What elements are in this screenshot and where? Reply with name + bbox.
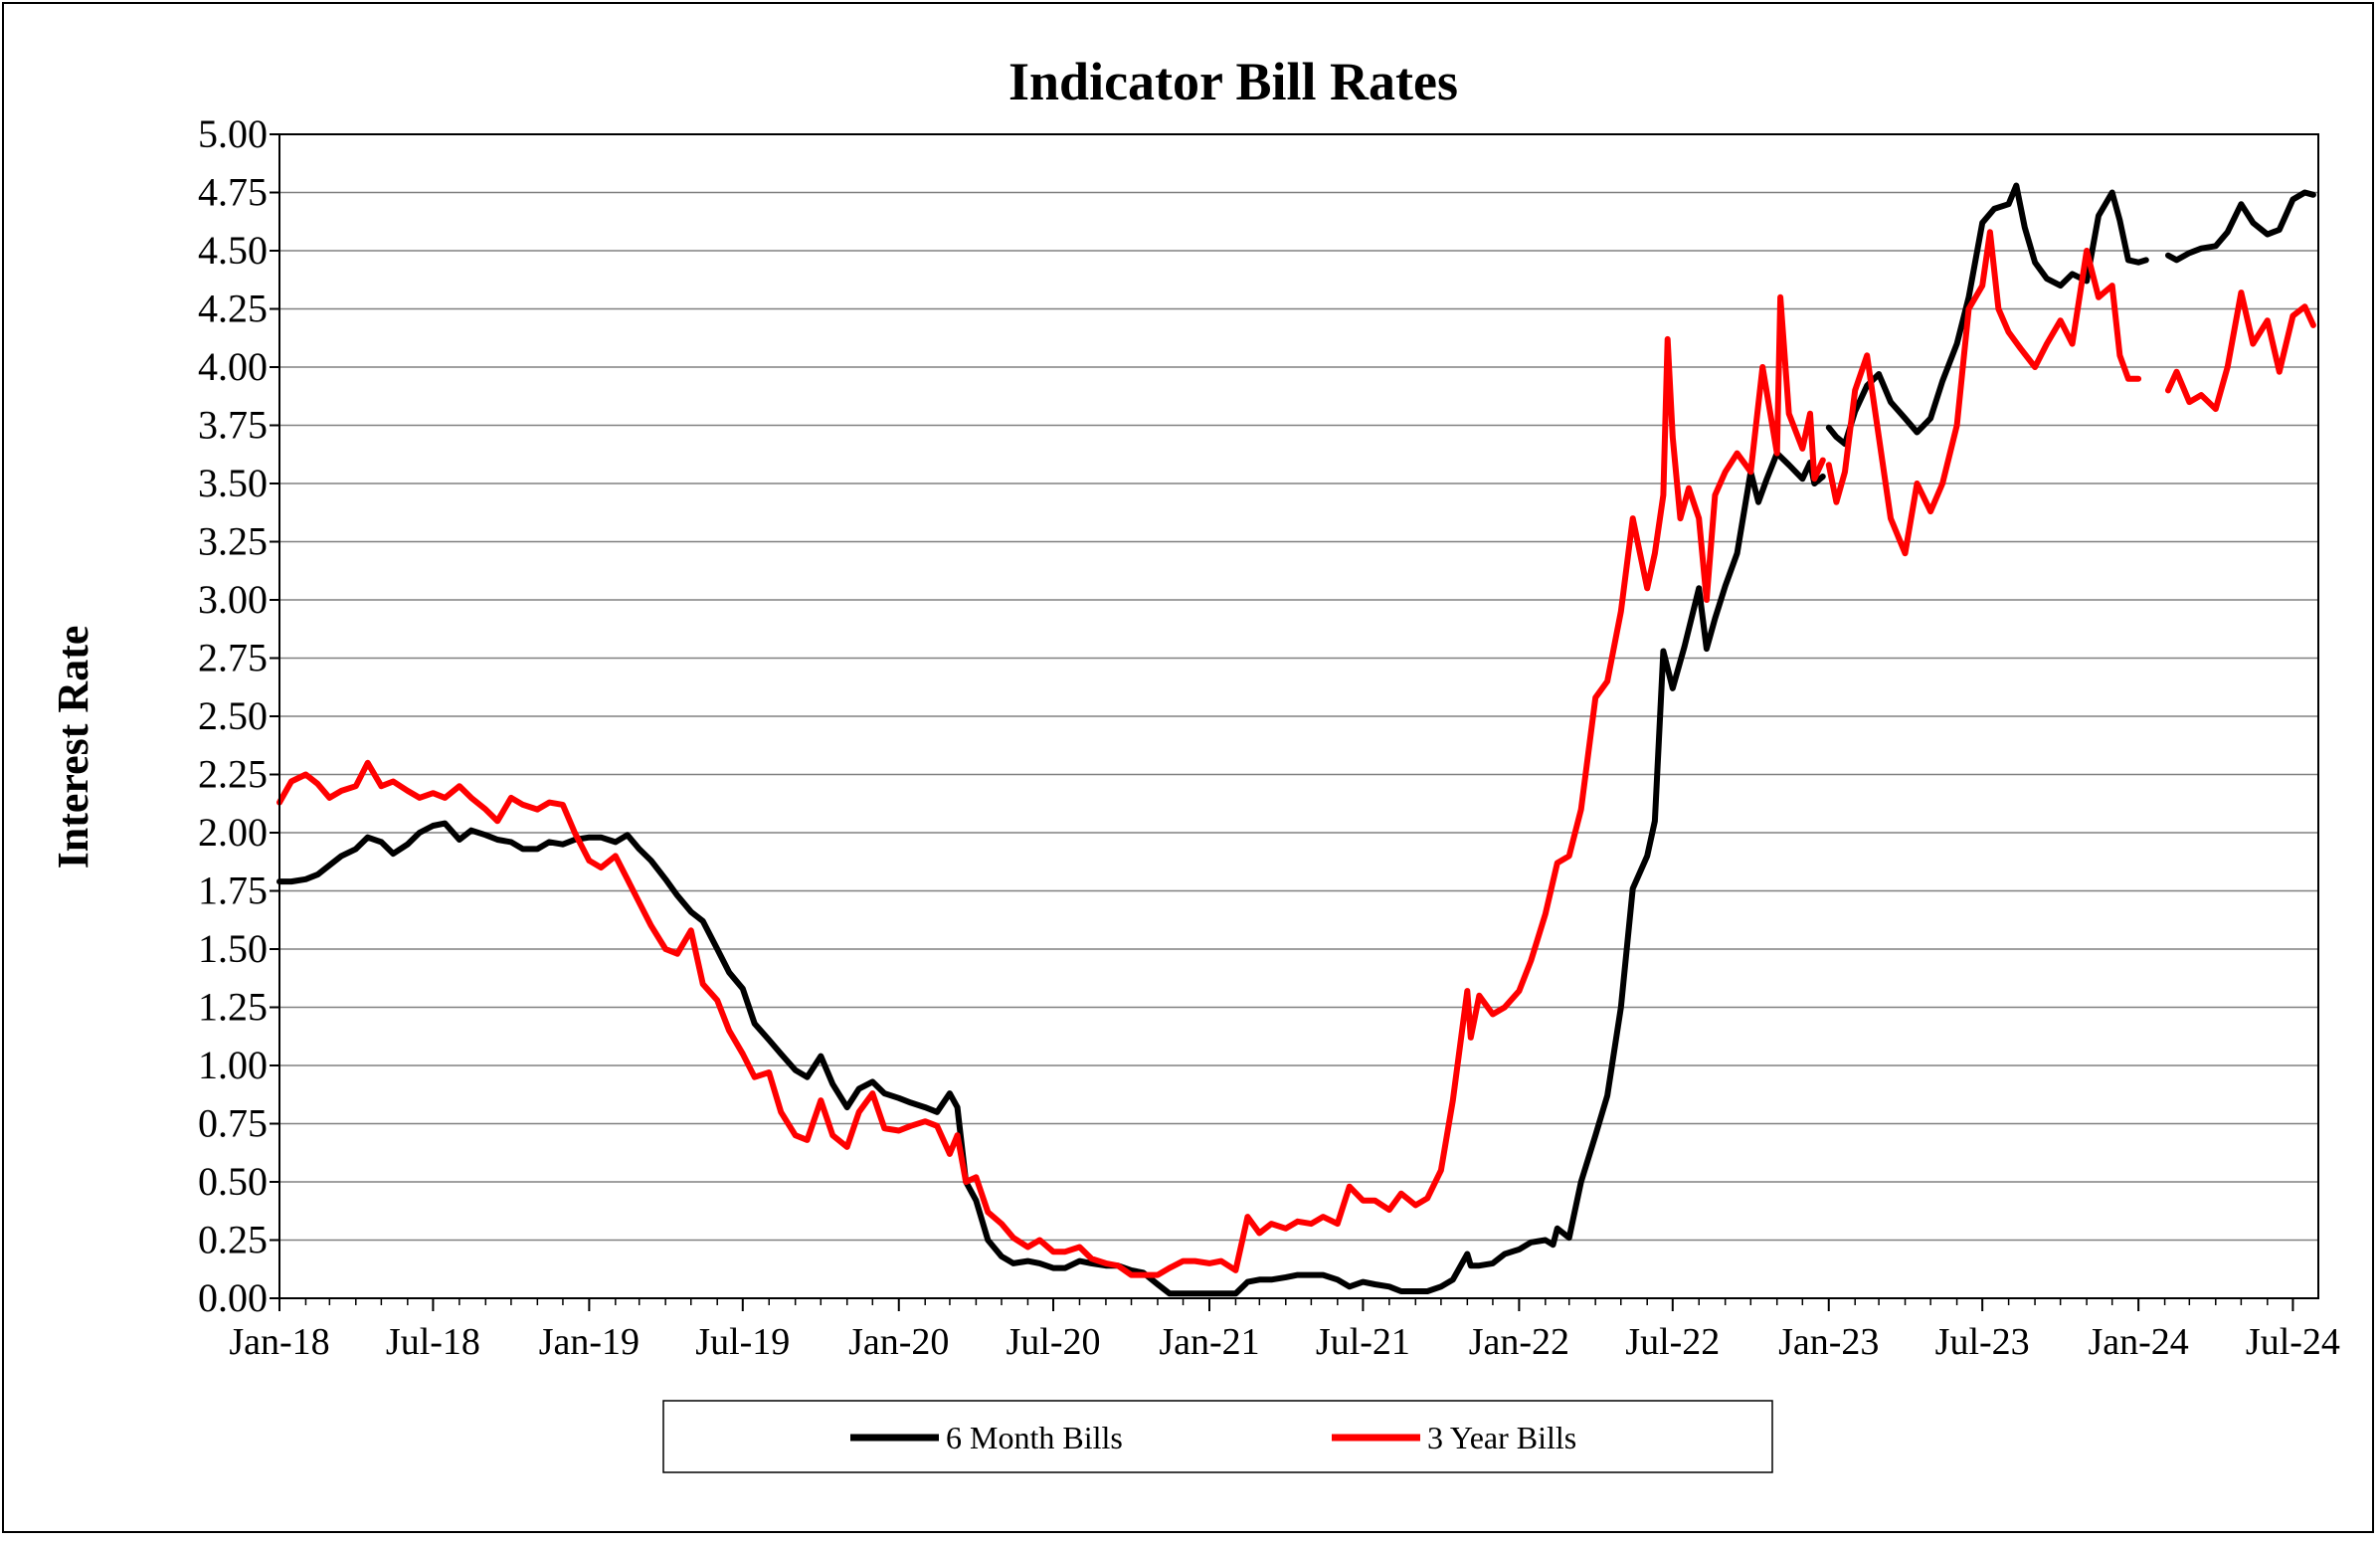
y-tick-label: 2.75 [198,636,268,680]
y-tick-label: 0.50 [198,1159,268,1204]
series-line-3-year-bills-segment-2 [1825,229,2142,557]
x-axis: Jan-18 Jul-18 Jan-19 Jul-19 Jan-20 Jul-20 Jan-… [229,1297,2340,1363]
series-layer [276,182,2316,1297]
x-tick-label: Jan-23 [1778,1321,1879,1363]
y-tick-label: 0.00 [198,1275,268,1320]
x-tick-label: Jan-20 [848,1321,949,1363]
series-line-6-month-bills-segment-3 [2165,189,2316,264]
x-tick-label: Jul-22 [1625,1321,1720,1363]
y-tick-label: 3.25 [198,519,268,564]
y-tick-label: 1.00 [198,1043,268,1087]
x-tick-label: Jul-23 [1935,1321,2030,1363]
y-tick-label: 0.25 [198,1218,268,1262]
x-tick-label: Jul-21 [1316,1321,1410,1363]
y-tick-label: 3.00 [198,577,268,622]
legend-label-6-month-bills: 6 Month Bills [946,1420,1123,1455]
y-tick-label: 4.00 [198,344,268,389]
line-chart: Indicator Bill Rates Interest Rate 0.000… [49,52,2340,1473]
x-tick-label: Jan-18 [229,1321,329,1363]
series-line-3-year-bills-segment-1 [276,293,1826,1278]
y-axis-label: Interest Rate [49,626,97,869]
x-tick-label: Jul-24 [2246,1321,2340,1363]
x-tick-label: Jul-20 [1007,1321,1101,1363]
x-tick-label: Jan-22 [1469,1321,1569,1363]
x-tick-label: Jan-19 [539,1321,640,1363]
y-tick-label: 2.00 [198,810,268,855]
series-line-6-month-bills-segment-1 [276,450,1826,1297]
gridlines [279,133,2318,1299]
y-tick-label: 1.50 [198,926,268,971]
y-tick-label: 3.75 [198,403,268,448]
x-tick-label: Jul-19 [695,1321,790,1363]
x-tick-label: Jul-18 [386,1321,480,1363]
y-tick-label: 5.00 [198,111,268,156]
x-tick-label: Jan-21 [1159,1321,1259,1363]
y-tick-label: 2.50 [198,693,268,738]
y-tick-label: 1.75 [198,868,268,913]
y-axis: 0.00 0.25 0.50 0.75 1.00 1.25 1.50 1.75 2.00 2.25… [198,111,280,1320]
chart-title: Indicator Bill Rates [1008,52,1458,111]
legend-box [662,1400,1773,1473]
y-tick-label: 4.75 [198,170,268,215]
legend: 6 Month Bills 3 Year Bills [662,1400,1773,1473]
legend-label-3-year-bills: 3 Year Bills [1427,1420,1576,1455]
series-line-3-year-bills-segment-3 [2165,289,2316,413]
y-tick-label: 4.50 [198,228,268,273]
y-tick-label: 1.25 [198,985,268,1030]
series-line-6-month-bills-segment-2 [1825,182,2149,448]
y-tick-label: 2.25 [198,752,268,797]
y-tick-label: 3.50 [198,461,268,505]
y-tick-label: 4.25 [198,287,268,331]
x-tick-label: Jan-24 [2088,1321,2188,1363]
y-tick-label: 0.75 [198,1101,268,1146]
